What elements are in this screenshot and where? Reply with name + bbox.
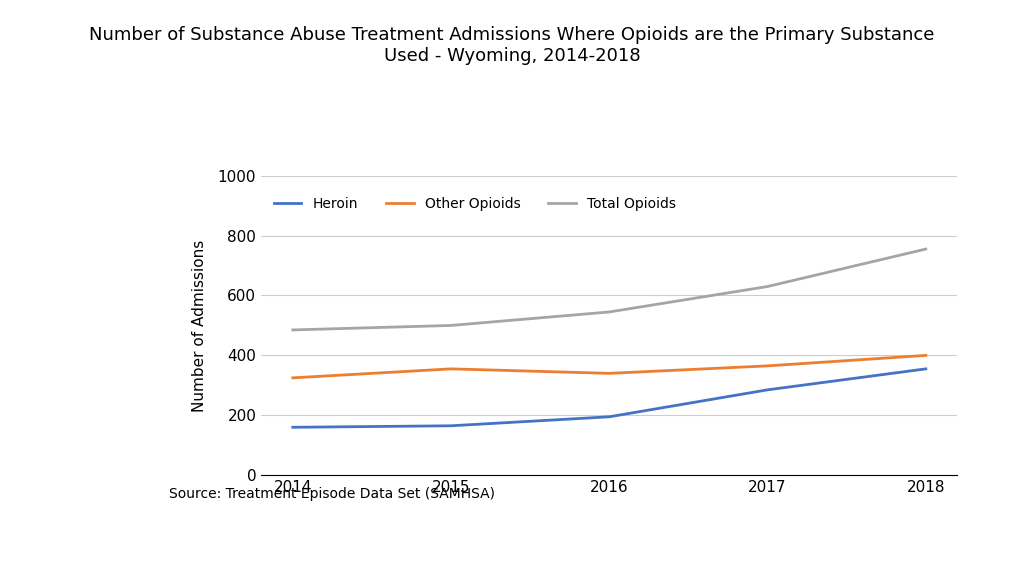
Legend: Heroin, Other Opioids, Total Opioids: Heroin, Other Opioids, Total Opioids xyxy=(268,192,682,217)
Y-axis label: Number of Admissions: Number of Admissions xyxy=(191,239,207,412)
Text: 10: 10 xyxy=(503,547,521,562)
Text: Number of Substance Abuse Treatment Admissions Where Opioids are the Primary Sub: Number of Substance Abuse Treatment Admi… xyxy=(89,26,935,65)
Text: Source: Treatment Episode Data Set (SAMHSA): Source: Treatment Episode Data Set (SAMH… xyxy=(169,487,495,501)
